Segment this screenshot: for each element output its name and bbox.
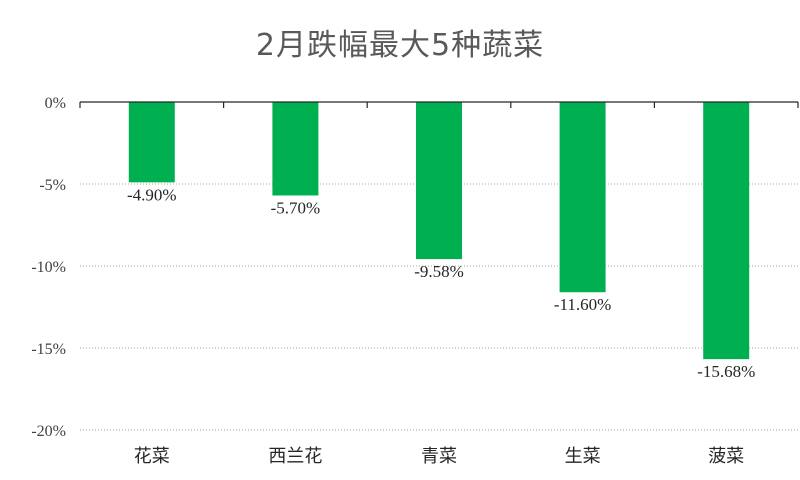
x-axis [79, 101, 799, 108]
bar [703, 102, 750, 360]
bar [416, 102, 462, 260]
data-label: -11.60% [554, 295, 611, 314]
bar [128, 102, 175, 183]
category-label: 花菜 [134, 446, 170, 467]
category-label: 生菜 [565, 446, 601, 467]
bars [128, 102, 750, 360]
y-tick-label: -20% [31, 423, 66, 440]
y-tick-label: 0% [45, 95, 66, 112]
y-tick-label: -10% [31, 259, 66, 276]
data-label: -5.70% [271, 198, 321, 217]
y-tick-label: -15% [31, 341, 66, 358]
category-label: 青菜 [421, 446, 457, 467]
data-label: -4.90% [127, 185, 177, 204]
category-label: 西兰花 [268, 446, 322, 467]
bar [272, 102, 319, 196]
bar [559, 102, 606, 293]
labels: 0% -5% -10% -15% -20% -4.90% 花菜 -5.70% 西兰花 -9.58%… [31, 95, 755, 467]
y-tick-label: -5% [39, 177, 66, 194]
chart-title: 2月跌幅最大5种蔬菜 [255, 28, 545, 63]
category-label: 菠菜 [708, 446, 744, 467]
data-label: -15.68% [697, 362, 755, 381]
data-label: -9.58% [414, 262, 464, 281]
